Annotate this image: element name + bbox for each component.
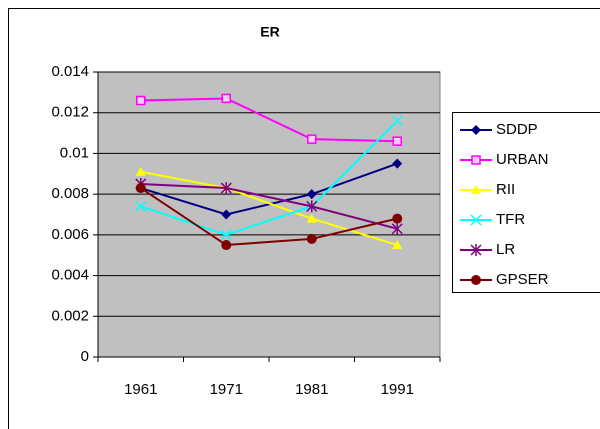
marker-shape (221, 93, 231, 104)
legend-label: URBAN (496, 151, 549, 168)
series-line (140, 97, 398, 143)
marker-shape (135, 200, 147, 212)
marker-shape (136, 95, 146, 106)
marker (470, 244, 482, 256)
series-line (140, 182, 398, 230)
marker-shape (221, 209, 232, 220)
marker (221, 93, 231, 104)
marker (220, 229, 232, 241)
series-line (140, 187, 398, 247)
marker (306, 213, 317, 223)
legend (452, 112, 600, 293)
marker (221, 209, 232, 220)
marker-shape (471, 185, 481, 194)
marker (392, 240, 403, 250)
series-line (140, 120, 398, 236)
plot-area (97, 71, 441, 358)
marker-shape (306, 233, 317, 244)
marker-shape (306, 189, 317, 200)
marker (471, 275, 481, 285)
marker (307, 134, 317, 144)
y-tick-label: 0.008 (51, 185, 89, 202)
y-tick-label: 0.002 (51, 307, 89, 324)
legend-label: SDDP (496, 121, 538, 138)
marker-shape (307, 134, 317, 144)
series-line (140, 170, 398, 246)
y-tick-label: 0.014 (51, 63, 89, 80)
marker-shape (391, 115, 403, 127)
legend-label: LR (496, 241, 515, 258)
marker-shape (471, 275, 481, 285)
marker-shape (392, 158, 403, 169)
marker-shape (221, 240, 232, 251)
marker (306, 233, 317, 244)
marker-shape (392, 213, 403, 224)
marker-shape (135, 183, 146, 194)
y-tick-label: 0.004 (51, 267, 89, 284)
marker (391, 222, 403, 235)
x-tick-label: 1991 (381, 381, 414, 398)
marker-shape (306, 213, 317, 223)
legend-label: GPSER (496, 271, 549, 288)
legend-label: TFR (496, 211, 525, 228)
marker (306, 200, 318, 213)
marker-shape (470, 214, 482, 226)
marker-shape (471, 125, 481, 135)
y-tick-label: 0.012 (51, 104, 89, 121)
marker (136, 95, 146, 106)
y-tick-label: 0 (81, 348, 89, 365)
marker (471, 185, 481, 194)
legend-label: RII (496, 181, 515, 198)
marker (135, 200, 147, 212)
y-tick-label: 0.006 (51, 226, 89, 243)
marker (392, 136, 402, 146)
chart-title: ER (260, 24, 279, 40)
marker (135, 183, 146, 194)
marker (135, 166, 146, 176)
marker (392, 158, 403, 169)
marker (471, 125, 481, 135)
marker (391, 115, 403, 127)
marker (470, 214, 482, 226)
marker (471, 155, 481, 165)
x-tick-label: 1971 (210, 381, 243, 398)
marker (392, 213, 403, 224)
marker (306, 189, 317, 200)
y-tick-label: 0.01 (60, 144, 89, 161)
marker-shape (471, 155, 481, 165)
marker-shape (392, 136, 402, 146)
marker-shape (220, 229, 232, 241)
marker (221, 240, 232, 251)
marker-shape (392, 240, 403, 250)
x-tick-label: 1961 (124, 381, 157, 398)
x-tick-label: 1981 (295, 381, 328, 398)
marker (220, 182, 232, 195)
marker-shape (135, 166, 146, 176)
